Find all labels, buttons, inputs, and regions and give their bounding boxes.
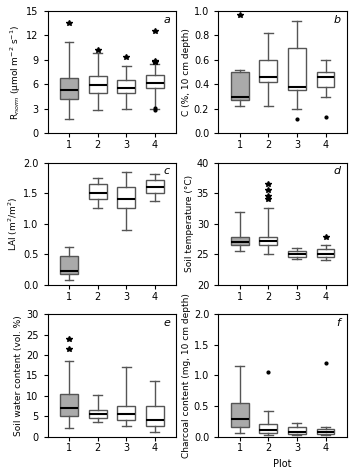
PathPatch shape (259, 424, 277, 434)
PathPatch shape (288, 48, 306, 90)
PathPatch shape (60, 256, 78, 274)
Y-axis label: LAI (m$^{2}$/m$^{2}$): LAI (m$^{2}$/m$^{2}$) (7, 197, 20, 251)
PathPatch shape (288, 251, 306, 258)
PathPatch shape (146, 406, 164, 426)
PathPatch shape (288, 427, 306, 434)
PathPatch shape (231, 237, 249, 245)
Text: d: d (333, 166, 341, 176)
Y-axis label: Soil temperature (°C): Soil temperature (°C) (185, 175, 194, 272)
PathPatch shape (89, 184, 107, 199)
Text: f: f (337, 318, 341, 328)
PathPatch shape (146, 180, 164, 193)
PathPatch shape (317, 249, 335, 258)
Text: a: a (163, 15, 170, 25)
PathPatch shape (118, 80, 135, 92)
Y-axis label: R$_{norm}$ (μmol m$^{-2}$ s$^{-1}$): R$_{norm}$ (μmol m$^{-2}$ s$^{-1}$) (9, 25, 23, 120)
PathPatch shape (146, 75, 164, 89)
PathPatch shape (317, 429, 335, 434)
PathPatch shape (231, 403, 249, 427)
PathPatch shape (60, 78, 78, 99)
PathPatch shape (118, 406, 135, 420)
PathPatch shape (259, 237, 277, 245)
Text: e: e (163, 318, 170, 328)
Text: c: c (164, 166, 170, 176)
Y-axis label: Soil water content (vol. %): Soil water content (vol. %) (14, 315, 23, 436)
Y-axis label: C (%, 10 cm depth): C (%, 10 cm depth) (182, 28, 191, 116)
PathPatch shape (118, 187, 135, 208)
PathPatch shape (259, 60, 277, 82)
PathPatch shape (317, 72, 335, 87)
Y-axis label: Charcoal content (mg, 10 cm depth): Charcoal content (mg, 10 cm depth) (182, 293, 191, 458)
PathPatch shape (60, 394, 78, 416)
PathPatch shape (231, 72, 249, 100)
Text: b: b (333, 15, 341, 25)
PathPatch shape (89, 76, 107, 92)
X-axis label: Plot: Plot (273, 459, 292, 469)
PathPatch shape (89, 410, 107, 418)
